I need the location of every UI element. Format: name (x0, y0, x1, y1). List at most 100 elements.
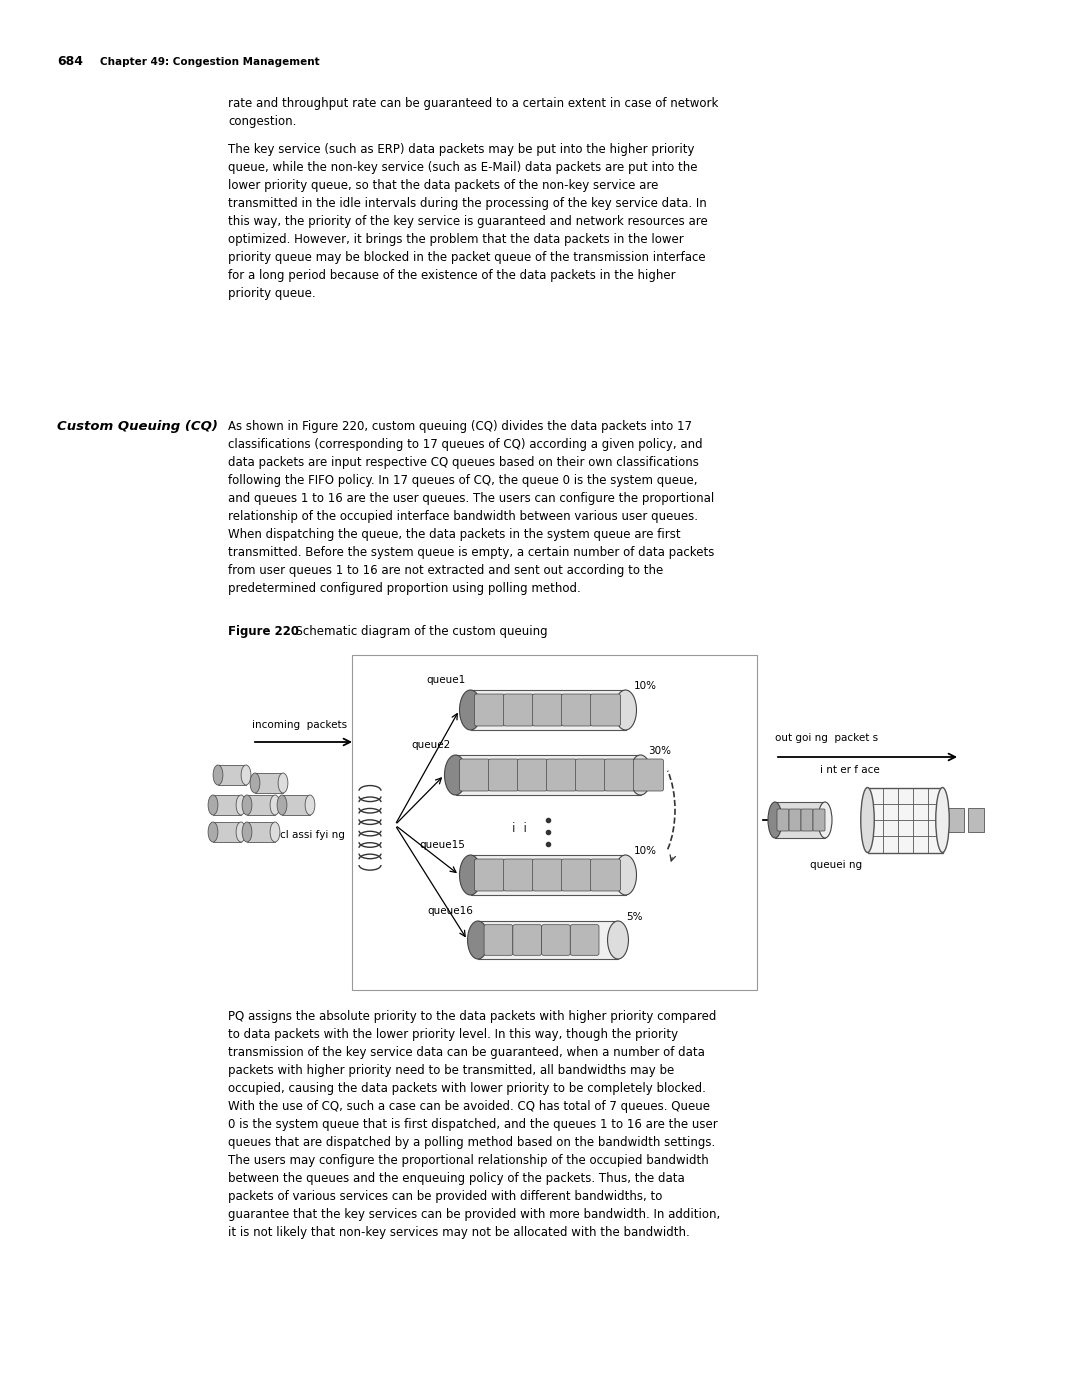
Ellipse shape (615, 690, 636, 731)
Bar (456, 754, 640, 795)
FancyBboxPatch shape (777, 809, 789, 831)
Ellipse shape (445, 754, 467, 795)
Ellipse shape (241, 766, 251, 785)
Ellipse shape (459, 855, 482, 895)
FancyBboxPatch shape (546, 759, 577, 791)
Text: lower priority queue, so that the data packets of the non-key service are: lower priority queue, so that the data p… (228, 179, 659, 191)
Ellipse shape (242, 795, 252, 814)
Text: from user queues 1 to 16 are not extracted and sent out according to the: from user queues 1 to 16 are not extract… (228, 564, 663, 577)
FancyBboxPatch shape (532, 859, 563, 891)
Ellipse shape (270, 795, 280, 814)
Text: Custom Queuing (CQ): Custom Queuing (CQ) (57, 420, 218, 433)
FancyBboxPatch shape (813, 809, 825, 831)
Ellipse shape (213, 766, 222, 785)
Ellipse shape (861, 788, 874, 852)
FancyBboxPatch shape (474, 859, 504, 891)
Bar (247, 795, 275, 814)
Text: i nt er f ace: i nt er f ace (820, 766, 880, 775)
FancyBboxPatch shape (562, 694, 592, 726)
FancyBboxPatch shape (503, 859, 534, 891)
Text: data packets are input respective CQ queues based on their own classifications: data packets are input respective CQ que… (228, 455, 699, 469)
Ellipse shape (251, 773, 260, 793)
Text: incoming  packets: incoming packets (252, 719, 347, 731)
Text: for a long period because of the existence of the data packets in the higher: for a long period because of the existen… (228, 270, 676, 282)
FancyBboxPatch shape (562, 859, 592, 891)
Ellipse shape (237, 795, 246, 814)
FancyBboxPatch shape (789, 809, 801, 831)
Text: With the use of CQ, such a case can be avoided. CQ has total of 7 queues. Queue: With the use of CQ, such a case can be a… (228, 1099, 710, 1113)
Text: priority queue may be blocked in the packet queue of the transmission interface: priority queue may be blocked in the pac… (228, 251, 705, 264)
Text: predetermined configured proportion using polling method.: predetermined configured proportion usin… (228, 583, 581, 595)
Text: classifications (corresponding to 17 queues of CQ) according a given policy, and: classifications (corresponding to 17 que… (228, 439, 703, 451)
Text: 5%: 5% (626, 912, 643, 922)
Text: queuei ng: queuei ng (810, 861, 862, 870)
Bar (478, 921, 618, 958)
Ellipse shape (208, 821, 218, 842)
Text: this way, the priority of the key service is guaranteed and network resources ar: this way, the priority of the key servic… (228, 215, 707, 228)
FancyBboxPatch shape (459, 759, 489, 791)
Text: guarantee that the key services can be provided with more bandwidth. In addition: guarantee that the key services can be p… (228, 1208, 720, 1221)
Text: cl assi fyi ng: cl assi fyi ng (280, 830, 345, 840)
FancyBboxPatch shape (591, 859, 621, 891)
Text: packets of various services can be provided with different bandwidths, to: packets of various services can be provi… (228, 1190, 662, 1203)
Bar (213, 821, 241, 842)
Ellipse shape (270, 821, 280, 842)
Bar (867, 788, 943, 852)
Bar (352, 655, 757, 990)
Bar (255, 773, 283, 793)
Text: transmission of the key service data can be guaranteed, when a number of data: transmission of the key service data can… (228, 1046, 705, 1059)
Text: rate and throughput rate can be guaranteed to a certain extent in case of networ: rate and throughput rate can be guarante… (228, 96, 718, 110)
Ellipse shape (459, 690, 482, 731)
Text: congestion.: congestion. (228, 115, 296, 129)
Text: When dispatching the queue, the data packets in the system queue are first: When dispatching the queue, the data pac… (228, 528, 680, 541)
Text: 684: 684 (57, 54, 83, 68)
Text: transmitted in the idle intervals during the processing of the key service data.: transmitted in the idle intervals during… (228, 197, 706, 210)
FancyBboxPatch shape (570, 925, 599, 956)
FancyBboxPatch shape (474, 694, 504, 726)
FancyBboxPatch shape (513, 925, 541, 956)
Text: Schematic diagram of the custom queuing: Schematic diagram of the custom queuing (288, 624, 548, 638)
Text: priority queue.: priority queue. (228, 286, 315, 300)
Text: optimized. However, it brings the problem that the data packets in the lower: optimized. However, it brings the proble… (228, 233, 684, 246)
Ellipse shape (935, 788, 949, 852)
Text: PQ assigns the absolute priority to the data packets with higher priority compar: PQ assigns the absolute priority to the … (228, 1010, 716, 1023)
Text: 10%: 10% (634, 680, 657, 692)
Text: queue1: queue1 (427, 675, 465, 685)
Bar (968, 807, 984, 833)
FancyBboxPatch shape (591, 694, 621, 726)
Ellipse shape (279, 773, 288, 793)
Bar (471, 855, 625, 895)
Text: occupied, causing the data packets with lower priority to be completely blocked.: occupied, causing the data packets with … (228, 1083, 706, 1095)
Text: i  i: i i (513, 821, 527, 834)
FancyBboxPatch shape (605, 759, 635, 791)
Ellipse shape (278, 795, 287, 814)
Text: transmitted. Before the system queue is empty, a certain number of data packets: transmitted. Before the system queue is … (228, 546, 714, 559)
FancyBboxPatch shape (541, 925, 570, 956)
Text: it is not likely that non-key services may not be allocated with the bandwidth.: it is not likely that non-key services m… (228, 1227, 690, 1239)
FancyBboxPatch shape (532, 694, 563, 726)
Ellipse shape (768, 802, 782, 838)
Text: queue15: queue15 (420, 840, 465, 849)
Ellipse shape (608, 921, 629, 958)
Bar (218, 766, 246, 785)
Text: relationship of the occupied interface bandwidth between various user queues.: relationship of the occupied interface b… (228, 510, 698, 522)
Bar (947, 807, 963, 833)
Bar (775, 802, 825, 838)
Text: following the FIFO policy. In 17 queues of CQ, the queue 0 is the system queue,: following the FIFO policy. In 17 queues … (228, 474, 698, 488)
Text: to data packets with the lower priority level. In this way, though the priority: to data packets with the lower priority … (228, 1028, 678, 1041)
Ellipse shape (237, 821, 246, 842)
Text: As shown in Figure 220, custom queuing (CQ) divides the data packets into 17: As shown in Figure 220, custom queuing (… (228, 420, 692, 433)
Text: The users may configure the proportional relationship of the occupied bandwidth: The users may configure the proportional… (228, 1154, 708, 1166)
FancyBboxPatch shape (576, 759, 606, 791)
FancyBboxPatch shape (801, 809, 813, 831)
FancyBboxPatch shape (503, 694, 534, 726)
Text: between the queues and the enqueuing policy of the packets. Thus, the data: between the queues and the enqueuing pol… (228, 1172, 685, 1185)
Text: 0 is the system queue that is first dispatched, and the queues 1 to 16 are the u: 0 is the system queue that is first disp… (228, 1118, 718, 1132)
Bar (213, 795, 241, 814)
FancyBboxPatch shape (488, 759, 518, 791)
Text: out goi ng  packet s: out goi ng packet s (775, 733, 878, 743)
Ellipse shape (615, 855, 636, 895)
Text: packets with higher priority need to be transmitted, all bandwidths may be: packets with higher priority need to be … (228, 1065, 674, 1077)
Ellipse shape (242, 821, 252, 842)
Text: queue, while the non-key service (such as E-Mail) data packets are put into the: queue, while the non-key service (such a… (228, 161, 698, 175)
